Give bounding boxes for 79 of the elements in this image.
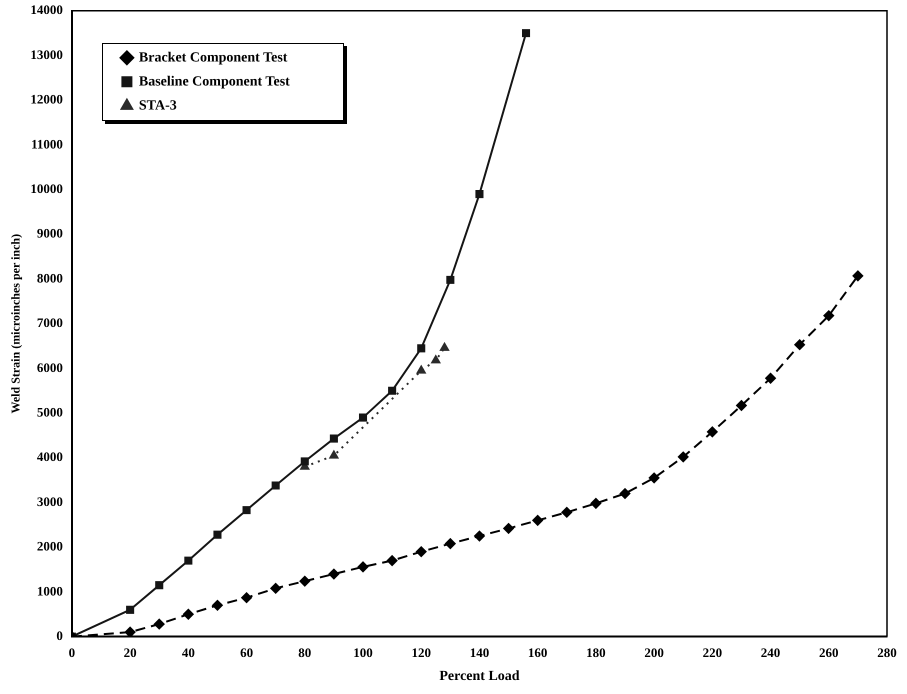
y-tick-label: 13000 bbox=[30, 46, 63, 62]
point bbox=[154, 618, 165, 630]
point bbox=[124, 626, 136, 637]
point bbox=[706, 426, 718, 438]
x-tick-label: 40 bbox=[182, 644, 195, 660]
x-tick-label: 100 bbox=[353, 644, 373, 660]
point bbox=[272, 481, 280, 490]
point bbox=[212, 600, 223, 611]
y-tick-label: 8000 bbox=[36, 270, 63, 286]
y-tick-label: 5000 bbox=[36, 404, 63, 420]
point bbox=[184, 556, 192, 565]
point bbox=[386, 555, 398, 566]
y-tick-label: 11000 bbox=[31, 136, 63, 152]
point bbox=[213, 530, 222, 539]
x-tick-label: 160 bbox=[528, 644, 548, 660]
y-tick-label: 2000 bbox=[36, 538, 63, 554]
point bbox=[561, 506, 572, 518]
point bbox=[155, 581, 164, 590]
y-tick-label: 0 bbox=[56, 628, 63, 643]
x-axis-title: Percent Load bbox=[439, 669, 520, 684]
point bbox=[182, 608, 194, 620]
point bbox=[474, 530, 485, 542]
y-tick-label: 7000 bbox=[36, 315, 63, 330]
x-tick-label: 220 bbox=[702, 644, 722, 660]
point bbox=[440, 342, 450, 351]
y-tick-label: 6000 bbox=[36, 360, 63, 375]
x-tick-label: 60 bbox=[240, 644, 254, 660]
legend-label: STA-3 bbox=[138, 98, 177, 114]
point bbox=[823, 310, 834, 322]
y-tick-label: 10000 bbox=[30, 180, 63, 196]
y-tick-label: 4000 bbox=[36, 449, 63, 464]
x-tick-label: 180 bbox=[586, 644, 606, 660]
y-tick-label: 9000 bbox=[36, 226, 63, 241]
point bbox=[503, 522, 514, 534]
y-tick-label: 14000 bbox=[30, 2, 63, 18]
y-tick-label: 1000 bbox=[36, 583, 63, 598]
x-tick-label: 200 bbox=[644, 644, 664, 660]
y-axis-title: Weld Strain (microinches per inch) bbox=[8, 234, 22, 414]
point bbox=[126, 606, 134, 614]
point bbox=[358, 561, 369, 572]
point bbox=[241, 592, 252, 604]
point bbox=[417, 344, 426, 352]
point bbox=[416, 546, 427, 558]
point bbox=[416, 365, 426, 374]
x-tick-label: 240 bbox=[760, 644, 780, 660]
point bbox=[736, 400, 747, 411]
point bbox=[299, 576, 310, 587]
point bbox=[765, 372, 776, 384]
point bbox=[329, 450, 339, 459]
point bbox=[648, 472, 660, 484]
x-tick-label: 140 bbox=[470, 644, 490, 660]
point bbox=[590, 498, 602, 509]
point bbox=[300, 457, 309, 466]
y-tick-label: 3000 bbox=[36, 494, 63, 509]
point bbox=[330, 434, 338, 443]
x-tick-label: 280 bbox=[877, 644, 897, 660]
x-tick-label: 0 bbox=[68, 644, 76, 660]
x-tick-label: 20 bbox=[124, 644, 137, 660]
legend-label: Bracket Component Test bbox=[138, 50, 288, 66]
point bbox=[794, 339, 806, 350]
x-tick-label: 260 bbox=[819, 644, 839, 660]
point bbox=[446, 276, 454, 284]
x-tick-label: 80 bbox=[298, 644, 312, 660]
point bbox=[328, 568, 340, 580]
point bbox=[532, 514, 544, 526]
point bbox=[852, 270, 864, 282]
point bbox=[430, 354, 441, 364]
point bbox=[242, 506, 251, 514]
point bbox=[358, 414, 368, 422]
legend-label: Baseline Component Test bbox=[138, 74, 290, 90]
point bbox=[388, 386, 396, 395]
point bbox=[475, 190, 484, 198]
point bbox=[444, 538, 456, 550]
point bbox=[678, 451, 689, 462]
point bbox=[522, 29, 530, 38]
y-tick-label: 12000 bbox=[30, 92, 63, 107]
point bbox=[620, 488, 631, 500]
point bbox=[270, 582, 282, 594]
x-tick-label: 120 bbox=[411, 644, 431, 660]
